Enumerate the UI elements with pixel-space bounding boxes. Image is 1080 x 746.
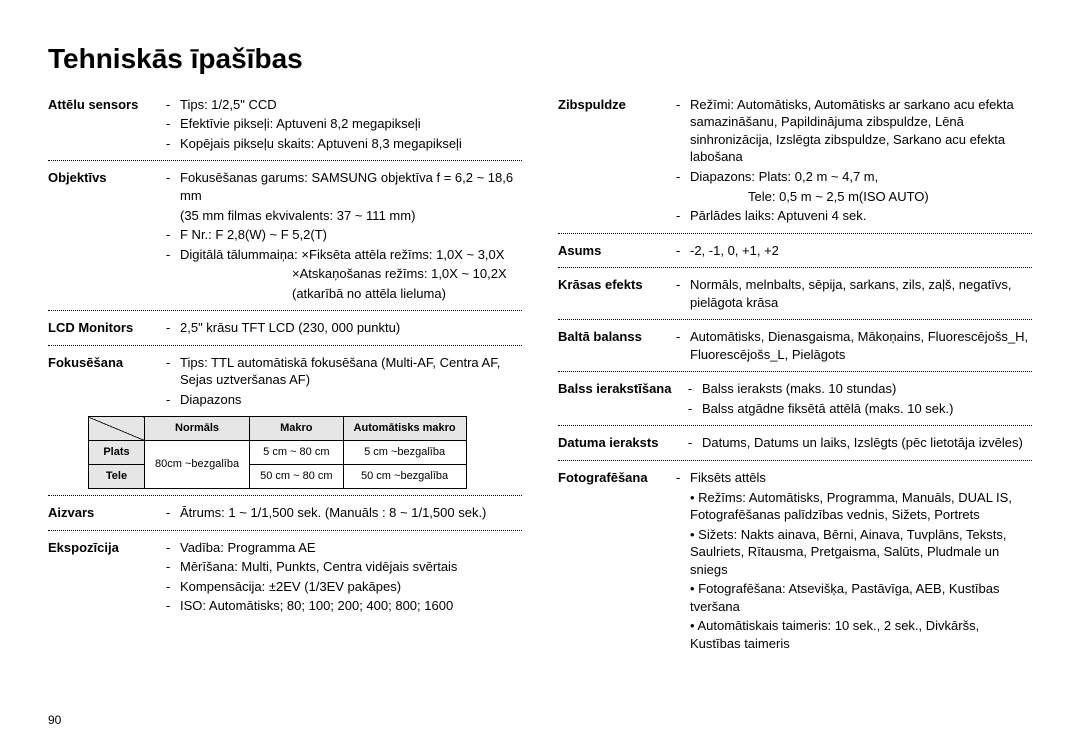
spec-values: -Tips: 1/2,5" CCD -Efektīvie pikseļi: Ap… <box>166 96 522 155</box>
table-header: Automātisks makro <box>343 417 466 441</box>
table-cell: 5 cm ~ 80 cm <box>250 441 343 465</box>
table-cell: 5 cm ~bezgalība <box>343 441 466 465</box>
left-column: Attēlu sensors -Tips: 1/2,5" CCD -Efektī… <box>48 96 522 659</box>
spec-value: Mērīšana: Multi, Punkts, Centra vidējais… <box>180 558 522 576</box>
spec-value: Digitālā tālummaiņa: <box>180 247 298 262</box>
spec-fokusesana: Fokusēšana -Tips: TTL automātiskā fokusē… <box>48 354 522 411</box>
table-header: Normāls <box>145 417 250 441</box>
spec-value: 2,5" krāsu TFT LCD (230, 000 punktu) <box>180 319 522 337</box>
spec-fotografesana: Fotografēšana -Fiksēts attēls • Režīms: … <box>558 469 1032 654</box>
separator <box>558 425 1032 426</box>
spec-label: LCD Monitors <box>48 319 166 339</box>
spec-value: Pārlādes laiks: Aptuveni 4 sek. <box>690 207 1032 225</box>
spec-value: Fokusēšanas garums: SAMSUNG objektīva f … <box>180 169 522 204</box>
spec-label: Objektīvs <box>48 169 166 304</box>
spec-value: Automātisks, Dienasgaisma, Mākoņains, Fl… <box>690 328 1032 363</box>
spec-bullet: Sižets: Nakts ainava, Bērni, Ainava, Tuv… <box>690 527 1006 577</box>
spec-krasas: Krāsas efekts -Normāls, melnbalts, sēpij… <box>558 276 1032 313</box>
spec-value: (35 mm filmas ekvivalents: 37 ~ 111 mm) <box>180 207 522 225</box>
table-cell: 50 cm ~ 80 cm <box>250 465 343 489</box>
separator <box>48 530 522 531</box>
spec-aizvars: Aizvars -Ātrums: 1 ~ 1/1,500 sek. (Manuā… <box>48 504 522 524</box>
spec-balta: Baltā balanss -Automātisks, Dienasgaisma… <box>558 328 1032 365</box>
spec-label: Ekspozīcija <box>48 539 166 617</box>
separator <box>558 319 1032 320</box>
separator <box>48 160 522 161</box>
page-number: 90 <box>48 712 61 728</box>
separator <box>558 267 1032 268</box>
focus-range-table: Normāls Makro Automātisks makro Plats 80… <box>88 416 467 489</box>
spec-value: -2, -1, 0, +1, +2 <box>690 242 1032 260</box>
spec-lcd: LCD Monitors -2,5" krāsu TFT LCD (230, 0… <box>48 319 522 339</box>
spec-label: Krāsas efekts <box>558 276 676 313</box>
spec-value: (atkarībā no attēla lieluma) <box>180 285 522 303</box>
table-cell: 50 cm ~bezgalība <box>343 465 466 489</box>
spec-value: Vadība: Programma AE <box>180 539 522 557</box>
spec-value: Fiksēts attēls <box>690 469 1032 487</box>
spec-value: Tips: TTL automātiskā fokusēšana (Multi-… <box>180 354 522 389</box>
spec-values: -Fokusēšanas garums: SAMSUNG objektīva f… <box>166 169 522 304</box>
table-cell: 80cm ~bezgalība <box>145 441 250 489</box>
spec-label: Asums <box>558 242 676 262</box>
spec-label: Zibspuldze <box>558 96 676 227</box>
spec-value: ×Fiksēta attēla režīms: 1,0X ~ 3,0X <box>301 247 504 262</box>
table-rowhead: Tele <box>89 465 145 489</box>
table-rowhead: Plats <box>89 441 145 465</box>
spec-label: Aizvars <box>48 504 166 524</box>
spec-label: Fokusēšana <box>48 354 166 411</box>
spec-bullet: Režīms: Automātisks, Programma, Manuāls,… <box>690 490 1012 523</box>
spec-value: Balss atgādne fiksētā attēlā (maks. 10 s… <box>702 400 1032 418</box>
separator <box>48 345 522 346</box>
spec-value: Tele: 0,5 m ~ 2,5 m(ISO AUTO) <box>690 188 1032 206</box>
spec-label: Attēlu sensors <box>48 96 166 155</box>
spec-label: Fotografēšana <box>558 469 676 654</box>
spec-value: Kompensācija: ±2EV (1/3EV pakāpes) <box>180 578 522 596</box>
page-title: Tehniskās īpašības <box>48 40 1032 78</box>
separator <box>48 310 522 311</box>
spec-value: Balss ieraksts (maks. 10 stundas) <box>702 380 1032 398</box>
spec-label: Datuma ieraksts <box>558 434 688 454</box>
spec-bullet: Automātiskais taimeris: 10 sek., 2 sek.,… <box>690 618 979 651</box>
spec-label: Balss ierakstīšana <box>558 380 688 419</box>
spec-value: Režīmi: Automātisks, Automātisks ar sark… <box>690 96 1032 166</box>
content-columns: Attēlu sensors -Tips: 1/2,5" CCD -Efektī… <box>48 96 1032 659</box>
spec-value: Efektīvie pikseļi: Aptuveni 8,2 megapiks… <box>180 115 522 133</box>
spec-label: Baltā balanss <box>558 328 676 365</box>
spec-bullet: Fotografēšana: Atsevišķa, Pastāvīga, AEB… <box>690 581 1000 614</box>
spec-value: Ātrums: 1 ~ 1/1,500 sek. (Manuāls : 8 ~ … <box>180 504 522 522</box>
spec-value: Diapazons <box>180 391 522 409</box>
spec-asums: Asums - -2, -1, 0, +1, +2 <box>558 242 1032 262</box>
spec-value: Kopējais pikseļu skaits: Aptuveni 8,3 me… <box>180 135 522 153</box>
table-corner <box>89 417 145 441</box>
spec-objektivs: Objektīvs -Fokusēšanas garums: SAMSUNG o… <box>48 169 522 304</box>
spec-value: Normāls, melnbalts, sēpija, sarkans, zil… <box>690 276 1032 311</box>
spec-value: Datums, Datums un laiks, Izslēgts (pēc l… <box>702 434 1032 452</box>
spec-attelu-sensors: Attēlu sensors -Tips: 1/2,5" CCD -Efektī… <box>48 96 522 155</box>
spec-datuma: Datuma ieraksts -Datums, Datums un laiks… <box>558 434 1032 454</box>
separator <box>48 495 522 496</box>
spec-balss: Balss ierakstīšana -Balss ieraksts (maks… <box>558 380 1032 419</box>
spec-value: ×Atskaņošanas režīms: 1,0X ~ 10,2X <box>180 265 522 283</box>
separator <box>558 460 1032 461</box>
table-header: Makro <box>250 417 343 441</box>
spec-value: ISO: Automātisks; 80; 100; 200; 400; 800… <box>180 597 522 615</box>
separator <box>558 233 1032 234</box>
spec-ekspozicija: Ekspozīcija -Vadība: Programma AE -Mērīš… <box>48 539 522 617</box>
spec-value: F Nr.: F 2,8(W) ~ F 5,2(T) <box>180 226 522 244</box>
spec-value: Tips: 1/2,5" CCD <box>180 96 522 114</box>
separator <box>558 371 1032 372</box>
spec-zibspuldze: Zibspuldze -Režīmi: Automātisks, Automāt… <box>558 96 1032 227</box>
spec-value: Diapazons: Plats: 0,2 m ~ 4,7 m, <box>690 168 1032 186</box>
right-column: Zibspuldze -Režīmi: Automātisks, Automāt… <box>558 96 1032 659</box>
